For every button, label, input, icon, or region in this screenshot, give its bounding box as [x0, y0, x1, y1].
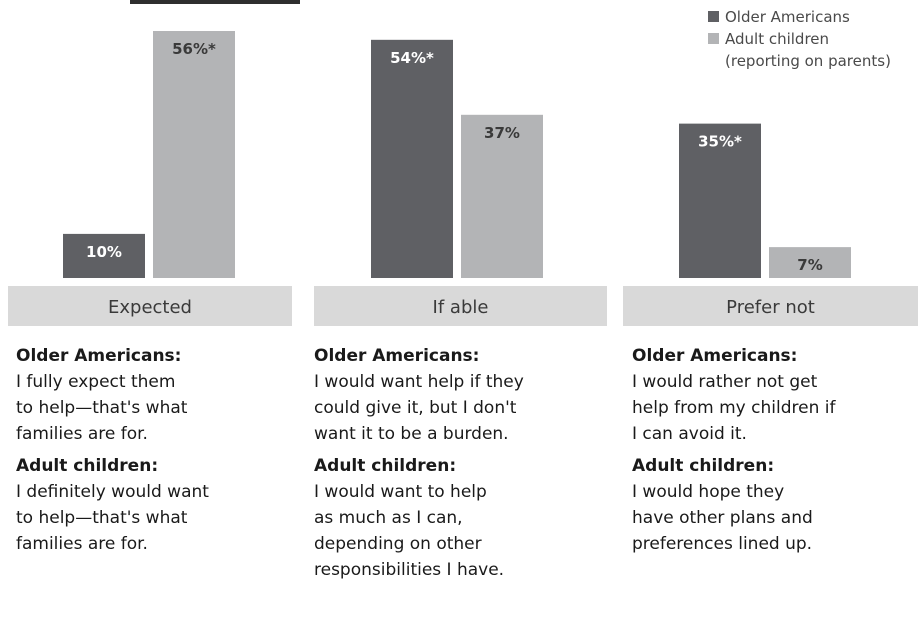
older-quote: I fully expect them to help—that's what …: [16, 372, 188, 444]
legend-label-adult: Adult children (reporting on parents): [725, 30, 891, 70]
data-label: 10%: [86, 243, 122, 261]
adult-quote: I would want to help as much as I can, d…: [314, 482, 505, 580]
adult-quote: I definitely would want to help—that's w…: [16, 482, 209, 554]
legend-label-older: Older Americans: [725, 8, 850, 26]
category-band: [8, 286, 292, 326]
data-label: 7%: [797, 256, 822, 274]
older-heading: Older Americans:: [314, 346, 480, 366]
older-quote: I would rather not get help from my chil…: [632, 372, 836, 444]
top-cropped-strip: [130, 0, 300, 4]
older-heading: Older Americans:: [16, 346, 182, 366]
legend-swatch-older: [708, 11, 719, 22]
data-label: 37%: [484, 124, 520, 142]
adult-heading: Adult children:: [16, 456, 159, 476]
bar-older-if-able: [371, 39, 453, 279]
bar-chart: Expected 10% 56%* If able 54%* 37% Prefer not 3…: [8, 31, 918, 326]
bar-adult-prefer-not: [769, 247, 851, 278]
adult-heading: Adult children:: [314, 456, 457, 476]
bar-adult-expected: [153, 31, 235, 278]
adult-heading: Adult children:: [632, 456, 775, 476]
legend: Older Americans Adult children (reportin…: [708, 6, 918, 72]
legend-item-adult: Adult children (reporting on parents): [708, 28, 918, 72]
bar-older-expected: [63, 233, 145, 278]
category-label: Expected: [108, 297, 192, 318]
bar-older-prefer-not: [679, 123, 761, 278]
data-label: 54%*: [390, 49, 434, 67]
category-label: Prefer not: [726, 297, 815, 318]
category-label: If able: [433, 297, 489, 318]
panel-text-expected: Older Americans: I fully expect them to …: [16, 343, 316, 557]
data-label: 56%*: [172, 40, 216, 58]
category-band: [623, 286, 918, 326]
legend-item-older: Older Americans: [708, 6, 918, 28]
category-band: [314, 286, 607, 326]
panel-text-prefer-not: Older Americans: I would rather not get …: [632, 343, 918, 557]
older-quote: I would want help if they could give it,…: [314, 372, 524, 444]
adult-quote: I would hope they have other plans and p…: [632, 482, 813, 554]
older-heading: Older Americans:: [632, 346, 798, 366]
panel-text-if-able: Older Americans: I would want help if th…: [314, 343, 614, 583]
legend-swatch-adult: [708, 33, 719, 44]
data-label: 35%*: [698, 133, 742, 151]
bar-adult-if-able: [461, 114, 543, 278]
